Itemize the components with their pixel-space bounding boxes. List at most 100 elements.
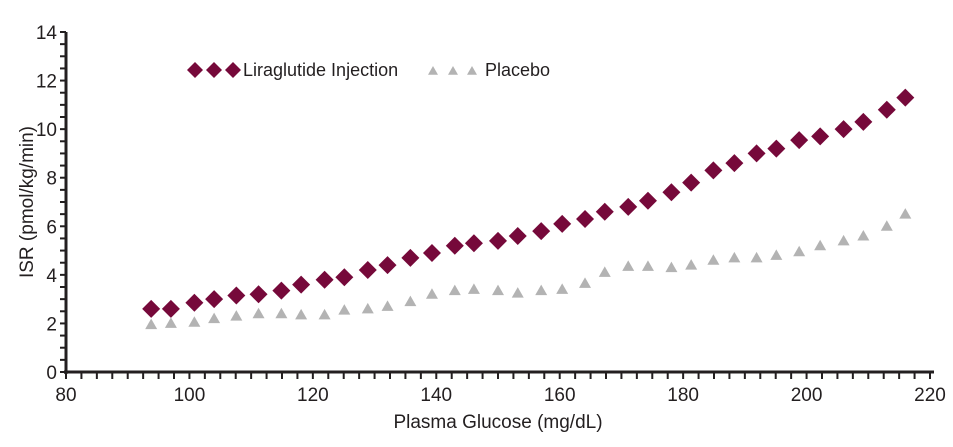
liraglutide-point (576, 210, 595, 228)
liraglutide-point (747, 144, 766, 163)
legend-liraglutide-marker (206, 62, 222, 78)
x-tick-label: 180 (667, 385, 699, 406)
legend-liraglutide-marker (225, 62, 241, 78)
placebo-point (685, 259, 698, 270)
placebo-point (230, 310, 243, 321)
liraglutide-point (142, 299, 161, 318)
placebo-point (728, 251, 741, 263)
placebo-point (579, 277, 592, 288)
liraglutide-point (489, 231, 507, 250)
y-tick-label: 14 (36, 23, 58, 44)
liraglutide-point (834, 120, 853, 139)
liraglutide-point (725, 154, 744, 173)
placebo-point (535, 284, 548, 296)
y-tick-label: 10 (36, 120, 57, 141)
placebo-point (770, 249, 783, 260)
liraglutide-point (378, 256, 397, 275)
y-tick-label: 6 (46, 217, 57, 238)
placebo-point (252, 307, 265, 319)
placebo-point (467, 283, 480, 294)
placebo-point (361, 302, 374, 314)
y-tick-label: 4 (46, 266, 57, 287)
placebo-point (511, 287, 524, 298)
liraglutide-point (704, 161, 723, 180)
y-tick-label: 8 (46, 169, 57, 190)
liraglutide-point (161, 299, 180, 318)
placebo-point (750, 251, 763, 263)
x-tick-label: 160 (544, 385, 576, 406)
x-tick-label: 120 (297, 385, 329, 406)
placebo-point (837, 234, 850, 246)
placebo-point (641, 260, 654, 271)
liraglutide-point (877, 100, 896, 119)
liraglutide-point (227, 286, 246, 305)
placebo-point (899, 208, 912, 219)
liraglutide-point (422, 244, 441, 262)
x-tick-label: 220 (914, 385, 946, 406)
liraglutide-point (292, 275, 311, 294)
y-axis-label: ISR (pmol/kg/min) (17, 126, 38, 278)
y-tick-label: 0 (46, 363, 57, 384)
y-tick-label: 12 (36, 72, 57, 93)
legend-label-liraglutide: Liraglutide Injection (243, 60, 398, 80)
liraglutide-point (445, 236, 464, 255)
liraglutide-point (249, 285, 268, 304)
placebo-point (404, 295, 417, 307)
placebo-point (425, 288, 438, 299)
x-tick-label: 140 (420, 385, 452, 406)
liraglutide-point (767, 139, 786, 158)
liraglutide-point (619, 197, 638, 216)
liraglutide-point (532, 222, 551, 241)
liraglutide-point (662, 183, 681, 202)
placebo-point (275, 307, 288, 319)
liraglutide-point (508, 227, 527, 245)
legend-placebo-marker (467, 66, 477, 75)
placebo-point (880, 220, 893, 231)
placebo-point (318, 308, 331, 320)
legend-liraglutide-marker (187, 62, 203, 78)
placebo-point (793, 245, 806, 257)
liraglutide-point (790, 131, 809, 150)
placebo-point (665, 261, 678, 273)
liraglutide-point (205, 290, 224, 309)
legend-placebo-marker (448, 66, 458, 75)
placebo-point (145, 318, 158, 330)
liraglutide-point (811, 127, 830, 146)
placebo-point (598, 266, 611, 277)
placebo-point (164, 317, 177, 328)
placebo-point (381, 300, 394, 311)
placebo-point (188, 316, 201, 327)
liraglutide-point (401, 248, 420, 267)
x-axis-label: Plasma Glucose (mg/dL) (393, 412, 602, 433)
liraglutide-point (854, 112, 873, 131)
liraglutide-point (335, 268, 354, 287)
placebo-point (556, 283, 569, 294)
placebo-point (295, 308, 308, 320)
liraglutide-point (464, 234, 483, 253)
placebo-point (448, 284, 461, 296)
liraglutide-point (595, 202, 614, 221)
x-tick-label: 100 (174, 385, 206, 406)
liraglutide-point (315, 270, 334, 289)
liraglutide-point (358, 261, 377, 279)
placebo-point (492, 284, 504, 296)
placebo-point (622, 260, 635, 271)
liraglutide-point (185, 293, 204, 312)
liraglutide-point (272, 281, 291, 300)
x-tick-label: 80 (55, 385, 76, 406)
liraglutide-point (896, 88, 915, 107)
legend: Liraglutide Injection Placebo (187, 60, 550, 80)
legend-placebo-marker (428, 66, 438, 75)
y-tick-label: 2 (46, 314, 57, 335)
placebo-point (208, 312, 221, 324)
x-tick-label: 200 (791, 385, 823, 406)
legend-label-placebo: Placebo (485, 60, 550, 80)
liraglutide-point (638, 191, 657, 210)
liraglutide-point (553, 214, 572, 233)
placebo-point (707, 254, 720, 265)
placebo-point (338, 304, 351, 315)
placebo-point (814, 239, 827, 251)
placebo-point (857, 230, 870, 241)
liraglutide-point (682, 173, 701, 192)
